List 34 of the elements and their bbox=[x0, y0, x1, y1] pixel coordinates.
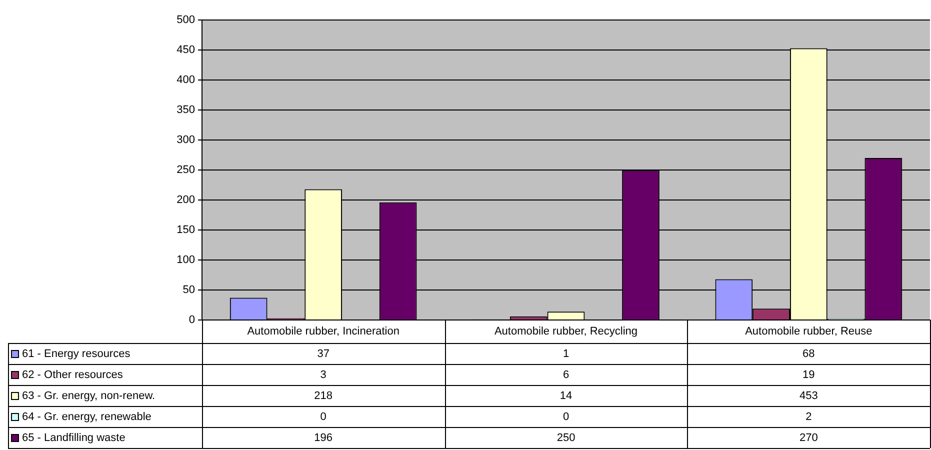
data-label: 6 bbox=[562, 369, 570, 382]
legend-label: 61 - Energy resources bbox=[22, 348, 131, 360]
x-tick-label: Automobile rubber, Reuse bbox=[745, 326, 872, 338]
legend-label: 63 - Gr. energy, non-renew. bbox=[22, 390, 156, 402]
data-label: 2 bbox=[806, 411, 812, 424]
y-tick-label: 500 bbox=[176, 14, 195, 26]
data-label: 218 bbox=[314, 390, 333, 402]
y-tick-label: 200 bbox=[176, 194, 195, 206]
data-label: 37 bbox=[317, 348, 330, 360]
y-tick-label: 50 bbox=[182, 284, 195, 296]
data-label: 1 bbox=[562, 348, 570, 360]
data-label: 19 bbox=[802, 369, 815, 382]
legend-label: 64 - Gr. energy, renewable bbox=[22, 411, 152, 424]
x-tick-label: Automobile rubber, Recycling bbox=[494, 326, 638, 338]
y-tick-label: 250 bbox=[176, 164, 195, 176]
data-label: 68 bbox=[802, 348, 815, 360]
data-label: 0 bbox=[562, 411, 570, 424]
data-label: 270 bbox=[799, 432, 818, 444]
data-label: 453 bbox=[799, 390, 818, 402]
data-label: 3 bbox=[320, 369, 326, 382]
y-tick-label: 400 bbox=[176, 74, 195, 86]
data-label: 0 bbox=[320, 411, 326, 424]
y-tick-label: 350 bbox=[176, 104, 195, 116]
y-tick-label: 450 bbox=[176, 44, 195, 56]
legend-label: 62 - Other resources bbox=[22, 369, 124, 382]
data-label: 196 bbox=[314, 432, 333, 444]
y-tick-label: 300 bbox=[176, 134, 195, 146]
x-tick-label: Automobile rubber, Incineration bbox=[247, 326, 400, 338]
y-tick-label: 0 bbox=[188, 314, 195, 326]
legend-label: 65 - Landfilling waste bbox=[22, 432, 126, 444]
data-label: 250 bbox=[556, 432, 576, 444]
y-tick-label: 100 bbox=[176, 254, 195, 266]
data-label: 14 bbox=[560, 390, 572, 402]
y-tick-label: 150 bbox=[176, 224, 195, 236]
